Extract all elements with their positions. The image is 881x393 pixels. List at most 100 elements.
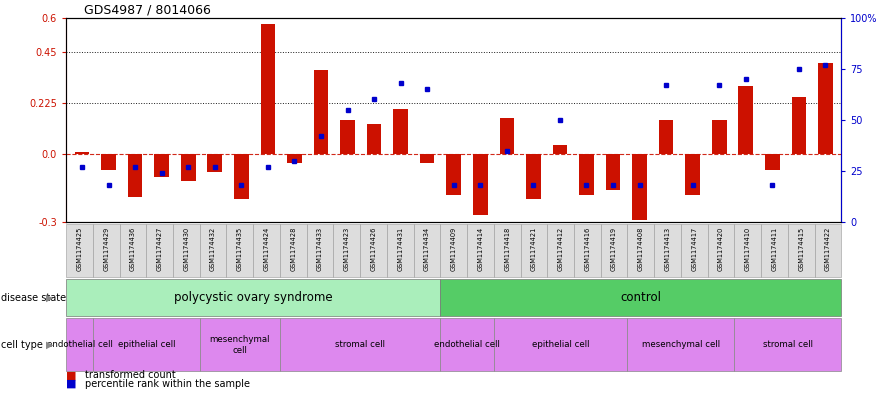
Bar [633, 154, 647, 220]
Text: GSM1174431: GSM1174431 [397, 227, 403, 271]
Bar [307, 224, 333, 277]
Text: percentile rank within the sample: percentile rank within the sample [85, 379, 250, 389]
Bar [791, 97, 806, 154]
Text: GSM1174436: GSM1174436 [130, 227, 136, 271]
Bar [366, 125, 381, 154]
Bar [735, 224, 761, 277]
Bar [280, 224, 307, 277]
Bar [788, 224, 815, 277]
Text: GSM1174419: GSM1174419 [611, 227, 617, 271]
Text: GSM1174429: GSM1174429 [103, 227, 109, 271]
Text: GSM1174425: GSM1174425 [77, 227, 83, 271]
Bar [413, 224, 440, 277]
Text: GSM1174421: GSM1174421 [531, 227, 537, 271]
Bar [500, 118, 515, 154]
Bar [333, 224, 360, 277]
Bar [181, 154, 196, 181]
Bar [75, 152, 89, 154]
Bar [655, 224, 681, 277]
Bar [815, 224, 841, 277]
Text: GSM1174427: GSM1174427 [157, 227, 163, 271]
Text: mesenchymal
cell: mesenchymal cell [210, 335, 270, 354]
Bar [360, 224, 387, 277]
Bar [93, 224, 120, 277]
Bar [707, 224, 735, 277]
Bar [526, 154, 541, 199]
Bar [200, 224, 226, 277]
Text: GSM1174418: GSM1174418 [504, 227, 510, 271]
Text: ▶: ▶ [47, 340, 54, 350]
Text: polycystic ovary syndrome: polycystic ovary syndrome [174, 291, 332, 304]
Text: disease state: disease state [1, 293, 66, 303]
Text: GSM1174413: GSM1174413 [664, 227, 670, 271]
Bar [420, 154, 434, 163]
Bar [226, 224, 253, 277]
Text: GSM1174416: GSM1174416 [584, 227, 590, 271]
Text: GDS4987 / 8014066: GDS4987 / 8014066 [84, 4, 211, 17]
Text: GSM1174420: GSM1174420 [718, 227, 724, 271]
Bar [314, 70, 329, 154]
Text: ▶: ▶ [47, 293, 54, 303]
Text: endothelial cell: endothelial cell [47, 340, 113, 349]
Bar [66, 318, 93, 371]
Text: epithelial cell: epithelial cell [117, 340, 175, 349]
Bar [287, 154, 301, 163]
Text: GSM1174435: GSM1174435 [237, 227, 243, 271]
Bar [173, 224, 200, 277]
Bar [154, 154, 169, 176]
Bar [547, 224, 574, 277]
Bar [393, 108, 408, 154]
Bar [440, 318, 494, 371]
Bar [738, 86, 753, 154]
Text: control: control [620, 291, 662, 304]
Text: GSM1174434: GSM1174434 [424, 227, 430, 271]
Bar [467, 224, 494, 277]
Bar [659, 120, 673, 154]
Bar [712, 120, 727, 154]
Text: stromal cell: stromal cell [335, 340, 385, 349]
Bar [280, 318, 440, 371]
Bar [101, 154, 116, 170]
Bar [440, 279, 841, 316]
Bar [627, 318, 735, 371]
Text: stromal cell: stromal cell [763, 340, 813, 349]
Text: GSM1174409: GSM1174409 [451, 227, 456, 271]
Bar [681, 224, 707, 277]
Bar [440, 224, 467, 277]
Text: GSM1174412: GSM1174412 [558, 227, 564, 271]
Bar [601, 224, 627, 277]
Text: GSM1174426: GSM1174426 [371, 227, 376, 271]
Bar [387, 224, 413, 277]
Bar [521, 224, 547, 277]
Bar [627, 224, 655, 277]
Text: GSM1174433: GSM1174433 [317, 227, 323, 271]
Bar [200, 318, 280, 371]
Bar [340, 120, 355, 154]
Bar [735, 318, 841, 371]
Bar [685, 154, 700, 195]
Bar [473, 154, 487, 215]
Bar [234, 154, 248, 199]
Bar [606, 154, 620, 190]
Text: GSM1174415: GSM1174415 [798, 227, 804, 271]
Bar [765, 154, 780, 170]
Text: endothelial cell: endothelial cell [434, 340, 500, 349]
Bar [207, 154, 222, 172]
Text: GSM1174428: GSM1174428 [291, 227, 296, 271]
Bar [494, 318, 627, 371]
Bar [818, 63, 833, 154]
Text: GSM1174432: GSM1174432 [210, 227, 216, 271]
Text: GSM1174414: GSM1174414 [478, 227, 484, 271]
Bar [261, 24, 275, 154]
Text: cell type: cell type [1, 340, 43, 350]
Text: GSM1174410: GSM1174410 [744, 227, 751, 271]
Text: GSM1174430: GSM1174430 [183, 227, 189, 271]
Bar [253, 224, 280, 277]
Text: GSM1174422: GSM1174422 [825, 227, 831, 271]
Bar [66, 279, 440, 316]
Bar [761, 224, 788, 277]
Bar [66, 224, 93, 277]
Bar [447, 154, 461, 195]
Text: epithelial cell: epithelial cell [532, 340, 589, 349]
Bar [579, 154, 594, 195]
